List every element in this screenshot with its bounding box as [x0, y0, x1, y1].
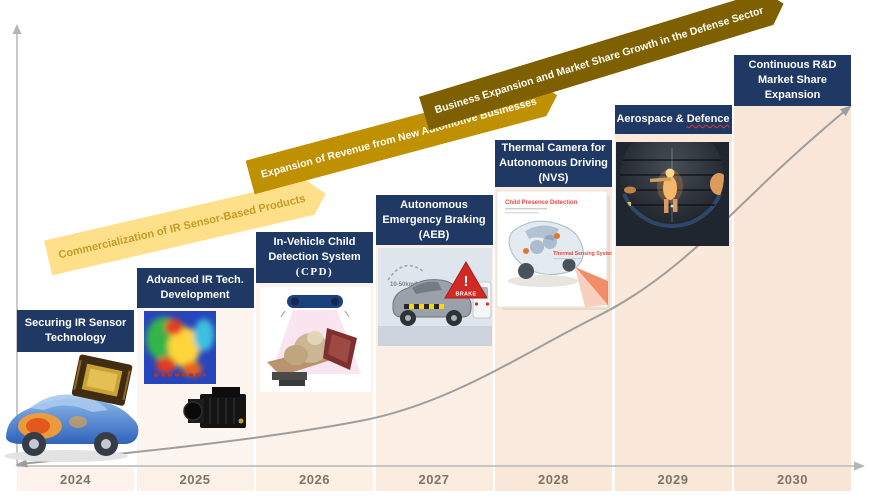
camera-body	[200, 394, 246, 428]
roof-sensor-cap-right	[331, 297, 339, 306]
banner-label: Business Expansion and Market Share Grow…	[433, 4, 765, 116]
milestone-line: Emergency Braking	[382, 213, 486, 226]
thermal-accent-1	[523, 248, 529, 254]
milestone-line: Expansion	[764, 89, 821, 101]
nvs-car-shadow	[508, 275, 578, 287]
nvs-wheel-side	[562, 258, 576, 272]
year-label-2028: 2028	[495, 467, 612, 491]
soldier-leg-right	[673, 199, 678, 212]
soldier-leg-left	[664, 199, 669, 213]
subtext-line-2	[505, 212, 539, 214]
milestone-box-2024: Securing IR Sensor Technology	[17, 310, 134, 352]
milestone-box-2029: Aerospace & Defence	[614, 105, 732, 134]
car-hub-rear	[101, 439, 111, 449]
camera-lens	[183, 401, 203, 421]
camera-badge-dot	[238, 418, 244, 424]
nvs-thermal-camera-image: Child Presence Detection Thermal Sensing…	[496, 190, 612, 310]
defense-thermal-scope-image	[616, 142, 729, 246]
year-label-2024: 2024	[17, 467, 134, 491]
milestone-line: Autonomous	[400, 198, 468, 211]
milestone-line: (AEB)	[418, 228, 450, 241]
road-surface	[378, 326, 492, 346]
soldier-head	[665, 168, 675, 178]
thermal-accent-2	[554, 233, 560, 239]
y-axis-arrow-icon	[12, 24, 22, 34]
year-label-2026: 2026	[256, 467, 373, 491]
milestone-line: Advanced IR Tech.	[146, 274, 244, 286]
test-car-hub-front	[405, 315, 411, 321]
brake-label: BRAKE	[455, 292, 476, 298]
thermal-pcb-image	[144, 311, 216, 384]
tail-light-left	[474, 302, 479, 306]
thermal-car-and-chip-image	[4, 354, 139, 462]
subtext-line-1	[505, 208, 547, 210]
tail-light-right	[485, 302, 490, 306]
thermal-red-spot-2	[156, 357, 176, 373]
warning-exclaim: !	[464, 273, 469, 290]
cpd-title-label: Child Presence Detection	[505, 200, 578, 206]
year-label-2029: 2029	[614, 467, 732, 491]
milestone-line: Thermal Camera for	[501, 142, 606, 154]
milestone-line: Development	[160, 289, 230, 301]
milestone-box-2028: Thermal Camera for Autonomous Driving (N…	[495, 140, 612, 187]
thermal-seat-glow	[69, 416, 87, 428]
interior-seat-1	[530, 240, 544, 254]
roof-sensor-cap-left	[291, 297, 299, 306]
thermal-blob-left	[624, 186, 636, 194]
milestone-line: Continuous R&D	[748, 59, 837, 71]
thermal-system-label: Thermal Sensing System	[553, 251, 612, 257]
base-rail-1	[272, 372, 307, 380]
car-hub-front	[29, 439, 39, 449]
child-detection-interior-image	[259, 286, 372, 393]
x-axis-arrow-icon	[854, 461, 865, 471]
year-label-2030: 2030	[734, 467, 851, 491]
milestone-line: Securing IR Sensor	[24, 317, 127, 329]
milestone-line: Aerospace & Defence	[616, 112, 729, 127]
milestone-line: Technology	[45, 332, 106, 344]
thermal-engine-core	[26, 418, 50, 434]
milestone-text-misspelled: Defence	[686, 113, 730, 125]
milestone-line: (NVS)	[538, 172, 569, 184]
year-label-2025: 2025	[136, 467, 254, 491]
milestone-line: (CPD)	[295, 266, 334, 278]
milestone-line: Autonomous Driving	[499, 157, 608, 169]
milestone-box-2026: In-Vehicle Child Detection System (CPD)	[256, 232, 373, 283]
milestone-line: In-Vehicle Child	[273, 236, 356, 248]
base-rail-2	[279, 380, 305, 386]
aeb-scene-image: 10-50km/h ! BRAKE	[378, 248, 492, 346]
column-band-2030	[734, 55, 851, 466]
milestone-text-prefix: Aerospace &	[616, 113, 687, 125]
year-label-2027: 2027	[375, 467, 493, 491]
thermal-red-spot-1	[165, 319, 183, 335]
milestone-line: Detection System	[268, 251, 361, 263]
subtext-line-3	[553, 258, 583, 260]
seat-shape-2	[284, 345, 308, 365]
milestone-box-2027: Autonomous Emergency Braking (AEB)	[375, 195, 493, 245]
milestone-line: Market Share	[757, 74, 828, 86]
milestone-box-2025: Advanced IR Tech. Development	[136, 268, 254, 308]
checker-strip	[404, 304, 444, 309]
nvs-wheel-front	[518, 263, 534, 279]
reticle-dot	[670, 204, 674, 208]
child-figure	[307, 331, 323, 345]
test-car-hub-rear	[451, 315, 457, 321]
ir-camera-module-image	[183, 387, 246, 428]
camera-top	[212, 387, 240, 397]
milestone-box-2030: Continuous R&D Market Share Expansion	[734, 55, 851, 106]
thermal-cyan-zone	[194, 319, 214, 351]
